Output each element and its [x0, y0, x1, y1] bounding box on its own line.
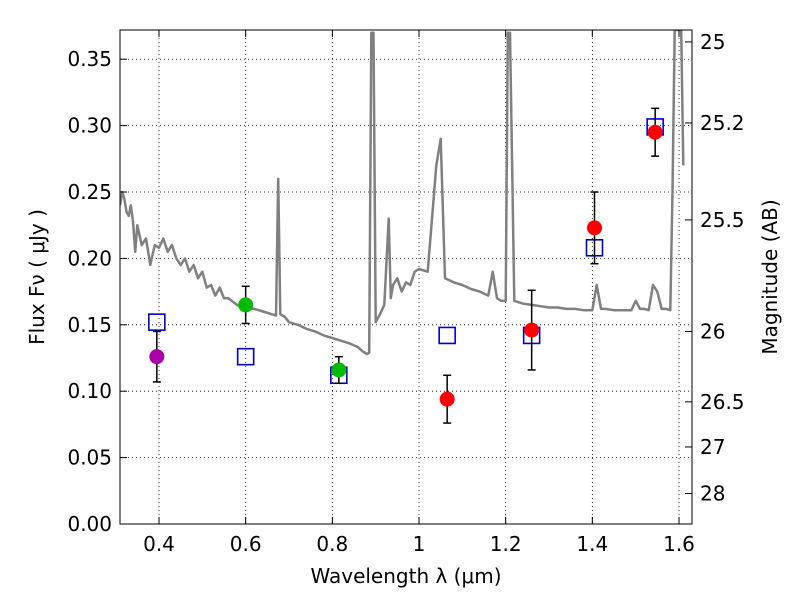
x-tick-label: 1: [413, 532, 426, 556]
x-tick-label: 1.2: [490, 532, 522, 556]
right-tick-label: 26: [700, 319, 725, 343]
model-point: [236, 347, 255, 366]
observed-point: [439, 391, 455, 407]
y-tick-label: 0.35: [67, 47, 112, 71]
y-tick-label: 0.00: [67, 512, 112, 536]
right-axis: 25 25.2 25.5 26 26.5 27 28: [685, 30, 745, 505]
y-tick-label: 0.25: [67, 180, 112, 204]
x-axis: 0.4 0.6 0.8 1 1.2 1.4 1.6: [143, 30, 695, 556]
observed-points: [149, 107, 663, 424]
right-tick-label: 25.5: [700, 208, 745, 232]
y-tick-label: 0.05: [67, 446, 112, 470]
plot-frame: [119, 29, 693, 525]
observed-point: [587, 220, 602, 236]
y-axis-label: Flux Fν ( μJy ): [25, 209, 49, 345]
observed-point: [149, 349, 165, 365]
y-axis: 0.00 0.05 0.10 0.15 0.20 0.25 0.30 0.35: [67, 47, 127, 536]
right-tick-label: 25.2: [700, 111, 745, 135]
x-tick-label: 1.4: [576, 532, 608, 556]
right-tick-label: 28: [700, 481, 725, 505]
model-spectrum: [120, 30, 685, 356]
x-tick-label: 0.6: [230, 532, 262, 556]
x-tick-label: 0.8: [316, 532, 348, 556]
right-axis-label: Magnitude (AB): [758, 199, 782, 354]
x-tick-label: 1.6: [663, 532, 695, 556]
observed-point: [238, 297, 254, 313]
model-spectrum-line: [120, 30, 685, 356]
right-tick-label: 26.5: [700, 390, 745, 414]
right-tick-label: 25: [700, 30, 725, 54]
model-point: [438, 326, 456, 345]
observed-point: [647, 124, 663, 140]
y-tick-label: 0.15: [67, 313, 112, 337]
observed-point: [331, 362, 347, 378]
model-point: [148, 313, 166, 331]
observed-point: [524, 322, 540, 338]
y-tick-label: 0.30: [67, 114, 112, 138]
x-axis-label: Wavelength λ (μm): [310, 564, 501, 588]
x-tick-label: 0.4: [143, 532, 175, 556]
plot-background: [120, 30, 692, 524]
right-tick-label: 27: [700, 435, 725, 459]
y-tick-label: 0.10: [67, 379, 112, 403]
y-tick-label: 0.20: [67, 246, 112, 270]
